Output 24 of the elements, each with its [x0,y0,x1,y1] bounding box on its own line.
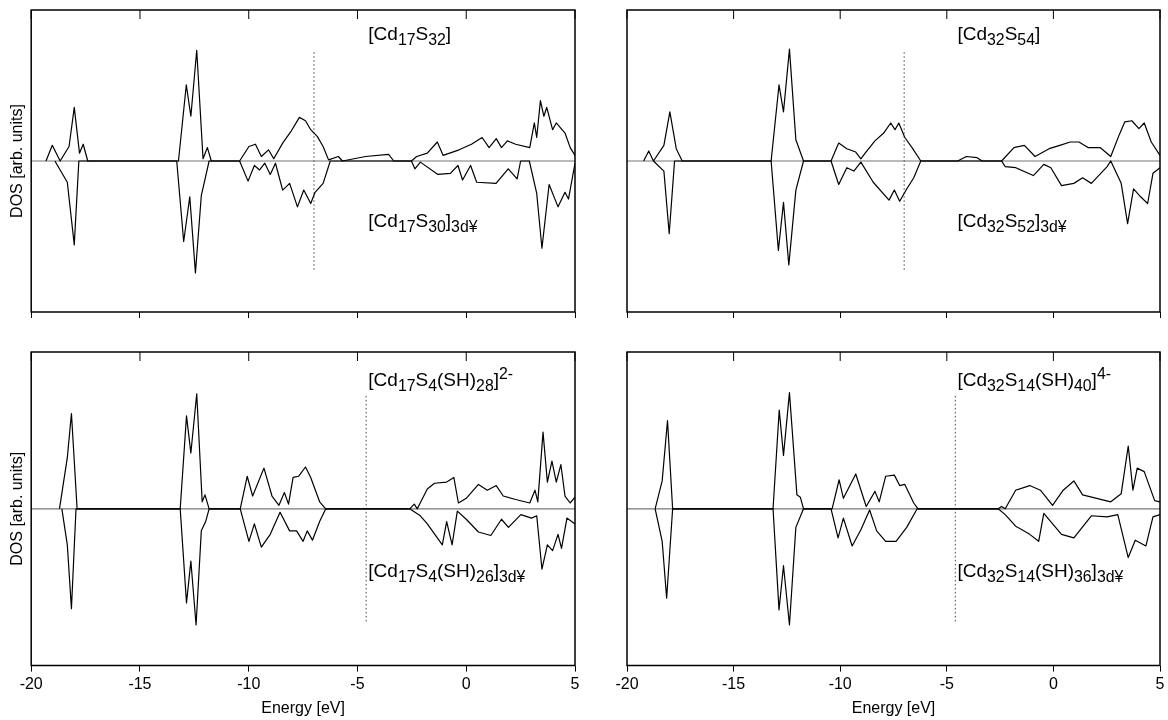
x-tick-label: 5 [1155,674,1165,692]
legend-label: [Cd$_{32}$S$_{14}$(SH)$_{40}$]$^{4-}$ [957,365,1111,395]
series-label: [Cd$_{17}$S$_{4}$(SH)$_{26}$]$_{3d¥}$ [368,560,526,585]
y-axis-title: DOS [arb. units] [8,451,26,566]
series-label: [Cd$_{32}$S$_{14}$(SH)$_{36}$]$_{3d¥}$ [957,560,1124,585]
x-tick-label: 5 [570,674,580,692]
series-label: [Cd$_{17}$S$_{30}$]$_{3d¥}$ [368,210,478,236]
x-tick-label: -15 [722,674,746,692]
x-tick-label: -10 [237,674,261,692]
legend-label: [Cd$_{17}$S$_{4}$(SH)$_{28}$]$^{2-}$ [368,365,514,395]
x-tick-label: -15 [128,674,152,692]
x-tick-label: 0 [461,674,471,692]
legend-label: [Cd$_{32}$S$_{54}$] [957,23,1041,48]
series-label: [Cd$_{32}$S$_{52}$]$_{3d¥}$ [957,210,1067,236]
x-tick-label: -20 [19,674,43,692]
x-axis-title: Energy [eV] [851,698,936,716]
x-tick-label: -20 [615,674,639,692]
x-tick-label: -5 [939,674,955,692]
x-tick-label: -5 [350,674,365,692]
x-tick-label: -10 [828,674,852,692]
y-axis-title: DOS [arb. units] [8,104,26,218]
x-tick-label: 0 [1048,674,1058,692]
x-axis-title: Energy [eV] [261,698,345,716]
legend-label: [Cd$_{17}$S$_{32}$] [368,23,452,48]
